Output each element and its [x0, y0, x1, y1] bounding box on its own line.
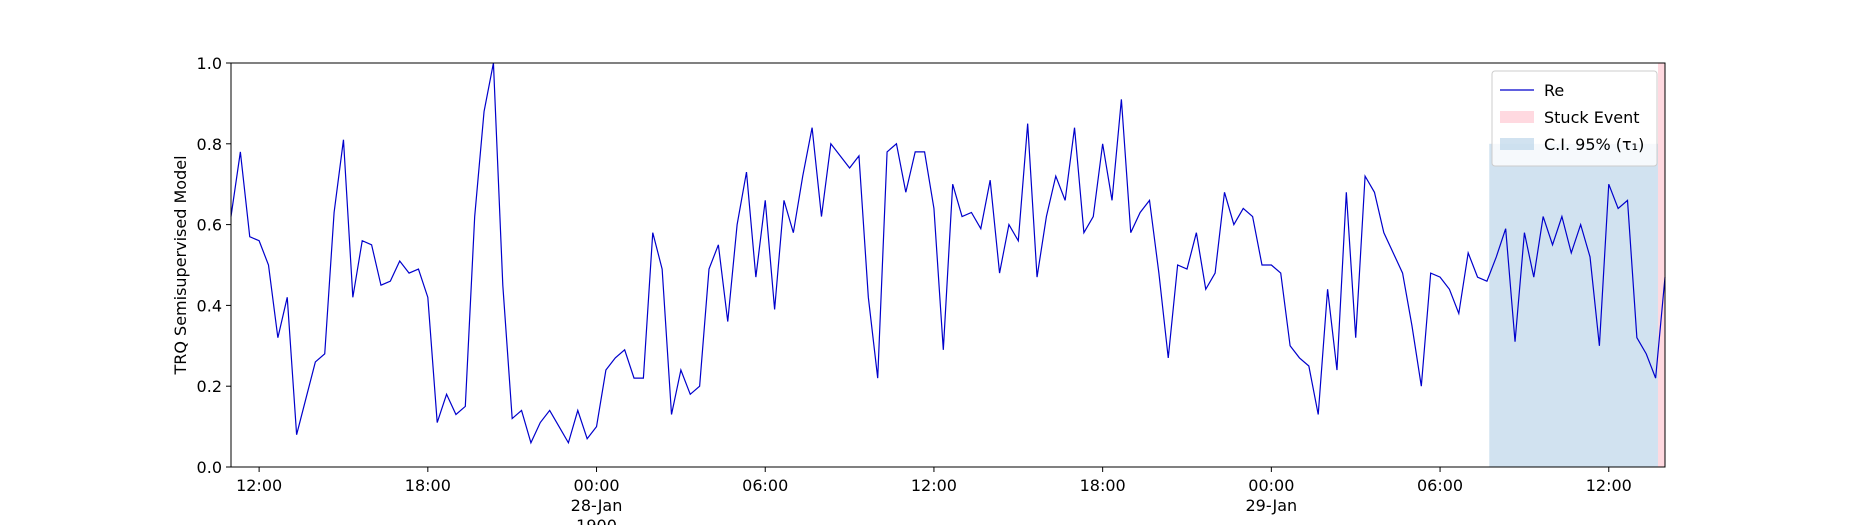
x-tick-label: 06:00: [742, 476, 788, 495]
y-tick-label: 0.6: [197, 216, 222, 235]
y-tick-label: 0.8: [197, 135, 222, 154]
legend-label: Re: [1544, 81, 1564, 100]
line: [230, 62, 1666, 445]
span: [1657, 63, 1665, 467]
legend: Re Stuck Event C.I. 95% (τ₁): [1491, 70, 1658, 167]
x-tick-label: 18:00: [1080, 476, 1126, 495]
x-tick-label: 12:00: [911, 476, 957, 495]
y-tick-label: 0.0: [197, 458, 222, 477]
y-tick-label: 0.4: [197, 296, 222, 315]
plot-frame: [230, 62, 1666, 468]
legend-patch: [1500, 138, 1534, 150]
x-tick-label: 06:00: [1417, 476, 1463, 495]
x-tick-label: 12:00: [236, 476, 282, 495]
legend-label: Stuck Event: [1544, 108, 1640, 127]
x-tick-label: 00:00 29-Jan: [1246, 476, 1298, 515]
x-tick-label: 18:00: [405, 476, 451, 495]
legend-label: C.I. 95% (τ₁): [1544, 135, 1644, 154]
y-tick-label: 0.2: [197, 377, 222, 396]
span: [1489, 143, 1658, 468]
legend-patch: [1500, 111, 1534, 123]
x-tick-label: 12:00: [1586, 476, 1632, 495]
y-tick-label: 1.0: [197, 54, 222, 73]
y-axis-label: TRQ Semisupervised Model: [171, 155, 190, 375]
